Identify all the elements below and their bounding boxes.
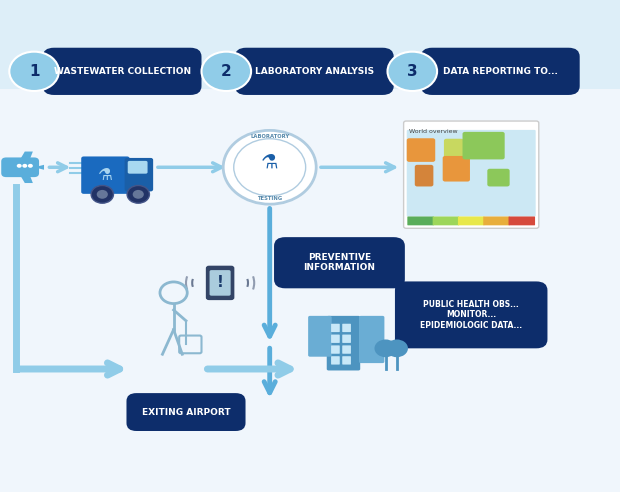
FancyBboxPatch shape (331, 356, 340, 365)
Polygon shape (12, 158, 20, 167)
FancyBboxPatch shape (43, 48, 202, 95)
FancyBboxPatch shape (327, 316, 360, 370)
FancyBboxPatch shape (433, 216, 459, 225)
Polygon shape (16, 167, 33, 183)
FancyBboxPatch shape (415, 165, 433, 186)
Text: TESTING: TESTING (257, 196, 282, 201)
Polygon shape (16, 152, 33, 167)
Polygon shape (34, 165, 44, 170)
FancyBboxPatch shape (342, 324, 351, 332)
FancyBboxPatch shape (407, 130, 536, 216)
FancyBboxPatch shape (463, 132, 505, 159)
FancyBboxPatch shape (331, 345, 340, 354)
FancyBboxPatch shape (421, 48, 580, 95)
FancyBboxPatch shape (0, 0, 620, 89)
Text: World overview: World overview (409, 129, 458, 134)
FancyBboxPatch shape (308, 316, 332, 357)
FancyBboxPatch shape (444, 139, 464, 158)
Circle shape (234, 139, 306, 196)
FancyBboxPatch shape (206, 266, 234, 300)
Text: 3: 3 (407, 64, 418, 79)
FancyBboxPatch shape (1, 157, 39, 177)
Text: EXITING AIRPORT: EXITING AIRPORT (142, 407, 230, 417)
FancyBboxPatch shape (210, 270, 231, 296)
FancyBboxPatch shape (81, 156, 130, 194)
Text: ⚗: ⚗ (98, 166, 113, 184)
FancyBboxPatch shape (443, 156, 470, 182)
FancyBboxPatch shape (274, 237, 405, 288)
FancyBboxPatch shape (342, 345, 351, 354)
FancyBboxPatch shape (508, 216, 535, 225)
FancyBboxPatch shape (342, 356, 351, 365)
FancyBboxPatch shape (404, 121, 539, 228)
Circle shape (127, 185, 149, 203)
FancyBboxPatch shape (359, 316, 384, 363)
Text: 1: 1 (29, 64, 39, 79)
FancyBboxPatch shape (331, 335, 340, 343)
Text: !: ! (216, 276, 224, 290)
Text: LABORATORY ANALYSIS: LABORATORY ANALYSIS (255, 67, 374, 76)
FancyBboxPatch shape (125, 158, 153, 191)
FancyBboxPatch shape (487, 169, 510, 186)
Circle shape (133, 190, 144, 199)
Text: PUBLIC HEALTH OBS...
MONITOR...
EPIDEMIOLOGIC DATA...: PUBLIC HEALTH OBS... MONITOR... EPIDEMIO… (420, 300, 522, 330)
Circle shape (386, 339, 408, 357)
Circle shape (374, 339, 397, 357)
FancyBboxPatch shape (128, 161, 148, 174)
FancyBboxPatch shape (126, 393, 246, 431)
FancyBboxPatch shape (331, 324, 340, 332)
FancyBboxPatch shape (235, 48, 394, 95)
Text: WASTEWATER COLLECTION: WASTEWATER COLLECTION (53, 67, 191, 76)
Circle shape (28, 164, 33, 168)
Circle shape (97, 190, 108, 199)
Text: DATA REPORTING TO...: DATA REPORTING TO... (443, 67, 558, 76)
Circle shape (9, 52, 59, 91)
FancyBboxPatch shape (395, 281, 547, 348)
Circle shape (22, 164, 27, 168)
Text: PREVENTIVE
INFORMATION: PREVENTIVE INFORMATION (303, 253, 376, 273)
Circle shape (223, 130, 316, 204)
Text: ⚗: ⚗ (261, 153, 278, 172)
Circle shape (388, 52, 437, 91)
FancyBboxPatch shape (342, 335, 351, 343)
Circle shape (202, 52, 251, 91)
Text: 2: 2 (221, 64, 232, 79)
Circle shape (17, 164, 22, 168)
Circle shape (91, 185, 113, 203)
FancyBboxPatch shape (407, 138, 435, 162)
FancyBboxPatch shape (407, 216, 434, 225)
FancyBboxPatch shape (458, 216, 484, 225)
FancyBboxPatch shape (483, 216, 510, 225)
Text: LABORATORY: LABORATORY (250, 134, 290, 139)
